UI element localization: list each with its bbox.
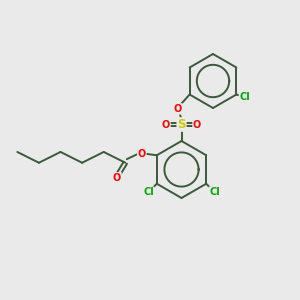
- Text: O: O: [193, 119, 201, 130]
- Text: S: S: [177, 118, 186, 131]
- Text: Cl: Cl: [209, 187, 220, 197]
- Text: O: O: [162, 119, 170, 130]
- Text: O: O: [174, 104, 182, 114]
- Text: Cl: Cl: [143, 187, 154, 197]
- Text: O: O: [138, 149, 146, 159]
- Text: Cl: Cl: [239, 92, 250, 103]
- Text: O: O: [113, 173, 121, 183]
